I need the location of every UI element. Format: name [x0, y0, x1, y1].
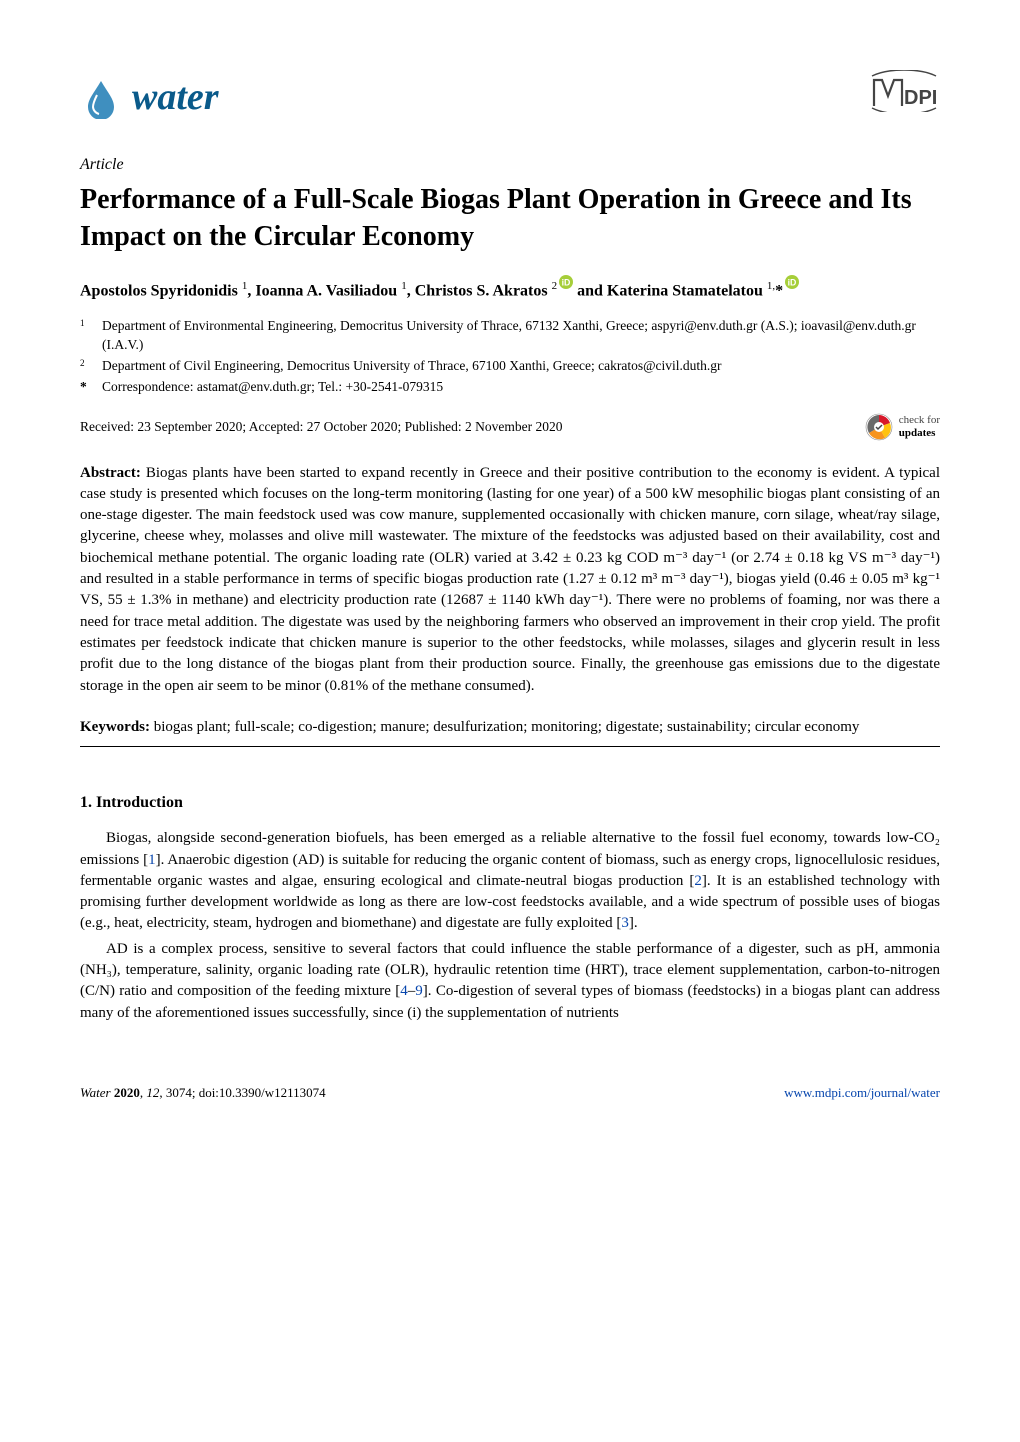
footer-left: Water 2020, 12, 3074; doi:10.3390/w12113… [80, 1084, 326, 1103]
page-header: water DPI [80, 70, 940, 125]
dates-row: Received: 23 September 2020; Accepted: 2… [80, 413, 940, 441]
updates-text: check forupdates [899, 414, 940, 438]
affiliations-block: 1 Department of Environmental Engineerin… [80, 317, 940, 396]
journal-url-link[interactable]: www.mdpi.com/journal/water [784, 1085, 940, 1100]
affil-text: Department of Environmental Engineering,… [102, 317, 940, 353]
keywords-body: biogas plant; full-scale; co-digestion; … [150, 719, 859, 735]
article-title: Performance of a Full-Scale Biogas Plant… [80, 182, 940, 255]
journal-name: water [132, 70, 219, 125]
affil-superscript: 1 [80, 317, 102, 353]
intro-para-2: AD is a complex process, sensitive to se… [80, 939, 940, 1024]
footer-right: www.mdpi.com/journal/water [784, 1084, 940, 1103]
corr-marker: * [80, 378, 102, 396]
abstract-paragraph: Abstract: Biogas plants have been starte… [80, 463, 940, 697]
abstract-body: Biogas plants have been started to expan… [80, 465, 940, 694]
authors-line: Apostolos Spyridonidis 1, Ioanna A. Vasi… [80, 273, 940, 303]
corr-text: Correspondence: astamat@env.duth.gr; Tel… [102, 378, 443, 396]
svg-text:iD: iD [562, 278, 571, 288]
keywords-label: Keywords: [80, 719, 150, 735]
mdpi-logo-icon: DPI [868, 70, 940, 112]
updates-icon [865, 413, 893, 441]
affiliation-1: 1 Department of Environmental Engineerin… [102, 317, 940, 353]
keywords-paragraph: Keywords: biogas plant; full-scale; co-d… [80, 717, 940, 738]
affil-text: Department of Civil Engineering, Democri… [102, 357, 722, 376]
affil-superscript: 2 [80, 357, 102, 376]
intro-para-1: Biogas, alongside second-generation biof… [80, 828, 940, 934]
journal-logo-block: water [80, 70, 219, 125]
article-type-label: Article [80, 153, 940, 176]
abstract-label: Abstract: [80, 465, 141, 481]
correspondence-row: * Correspondence: astamat@env.duth.gr; T… [102, 378, 940, 396]
keywords-separator [80, 746, 940, 747]
water-drop-icon [80, 77, 122, 119]
section-1-heading: 1. Introduction [80, 791, 940, 814]
page-footer: Water 2020, 12, 3074; doi:10.3390/w12113… [80, 1084, 940, 1103]
svg-text:DPI: DPI [904, 87, 937, 109]
check-for-updates-badge[interactable]: check forupdates [865, 413, 940, 441]
article-dates: Received: 23 September 2020; Accepted: 2… [80, 417, 563, 437]
svg-text:iD: iD [788, 278, 797, 288]
affiliation-2: 2 Department of Civil Engineering, Democ… [102, 357, 940, 376]
